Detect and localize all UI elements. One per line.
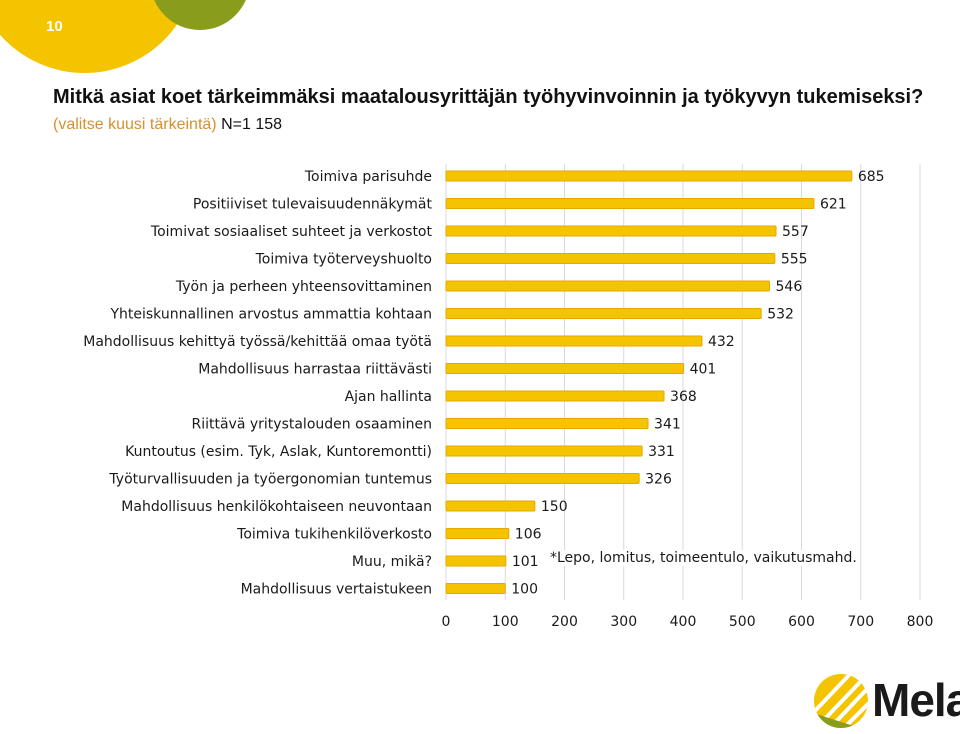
data-label: 685 [858, 169, 885, 185]
mela-logo-icon [814, 674, 868, 728]
footnote: *Lepo, lomitus, toimeentulo, vaikutusmah… [548, 550, 859, 566]
x-tick-label: 400 [670, 614, 697, 630]
bar [445, 253, 776, 264]
value-labels: 685 621 557 555 546 532 432 401 368 341 331 326 150 1… [511, 169, 884, 598]
grid-lines [445, 164, 921, 600]
category-label: Toimivat sosiaaliset suhteet ja verkosto… [150, 224, 433, 240]
data-label: 326 [645, 472, 672, 488]
bar [445, 280, 771, 292]
bar [445, 445, 643, 457]
category-label: Mahdollisuus kehittyä työssä/kehittää om… [83, 334, 432, 350]
category-label: Toimiva työterveyshuolto [255, 252, 432, 268]
data-label: 341 [654, 417, 681, 433]
data-label: 432 [708, 334, 735, 350]
page-number: 10 [46, 18, 63, 35]
category-label: Mahdollisuus harrastaa riittävästi [198, 362, 432, 378]
bar [445, 583, 506, 594]
x-tick-label: 500 [729, 614, 756, 630]
x-tick-label: 0 [442, 614, 451, 630]
data-label: 557 [782, 224, 809, 240]
bar [445, 390, 665, 402]
bar [445, 170, 853, 182]
x-axis-ticks: 0 100 200 300 400 500 600 700 800 [442, 614, 934, 630]
category-label: Yhteiskunnallinen arvostus ammattia koht… [109, 307, 432, 323]
category-label: Mahdollisuus henkilökohtaiseen neuvontaa… [121, 499, 432, 515]
data-label: 101 [512, 554, 539, 570]
subtitle-instruction: (valitse kuusi tärkeintä) [53, 116, 217, 133]
category-label: Muu, mikä? [352, 554, 432, 570]
bar [445, 335, 703, 347]
x-tick-label: 200 [551, 614, 578, 630]
data-label: 368 [670, 389, 697, 405]
bar [445, 363, 685, 374]
bars [445, 170, 853, 594]
x-tick-label: 300 [610, 614, 637, 630]
page-title: Mitkä asiat koet tärkeimmäksi maatalousy… [53, 86, 924, 108]
category-label: Toimiva parisuhde [304, 169, 432, 185]
subtitle-respondent-count: N=1 158 [221, 116, 283, 133]
data-label: 100 [511, 582, 538, 598]
x-tick-label: 700 [847, 614, 874, 630]
category-label: Kuntoutus (esim. Tyk, Aslak, Kuntoremont… [125, 444, 432, 460]
category-label: Työn ja perheen yhteensovittaminen [175, 279, 432, 295]
bar [445, 500, 536, 512]
data-label: 106 [515, 527, 542, 543]
bar [445, 555, 507, 567]
category-label: Työturvallisuuden ja työergonomian tunte… [108, 472, 432, 488]
category-label: Mahdollisuus vertaistukeen [241, 582, 432, 598]
category-label: Riittävä yritystalouden osaaminen [191, 417, 432, 433]
category-label: Ajan hallinta [345, 389, 432, 405]
bar [445, 308, 762, 319]
bar [445, 418, 649, 429]
category-label: Toimiva tukihenkilöverkosto [236, 527, 432, 543]
data-label: 150 [541, 499, 568, 515]
bar [445, 528, 510, 539]
data-label: 555 [781, 252, 808, 268]
data-label: 621 [820, 197, 847, 213]
x-tick-label: 800 [907, 614, 934, 630]
category-label: Positiiviset tulevaisuudennäkymät [193, 197, 433, 213]
data-label: 331 [648, 444, 675, 460]
bar [445, 473, 640, 484]
bar [445, 225, 777, 237]
mela-logo-text: Mela [872, 674, 960, 726]
bar [445, 198, 815, 209]
data-label: 401 [690, 362, 717, 378]
category-labels: Toimiva parisuhde Positiiviset tulevaisuu… [83, 169, 432, 598]
data-label: 546 [776, 279, 803, 295]
x-tick-label: 600 [788, 614, 815, 630]
x-tick-label: 100 [492, 614, 519, 630]
page-subtitle: (valitse kuusi tärkeintä) N=1 158 [53, 116, 282, 134]
data-label: 532 [767, 307, 794, 323]
